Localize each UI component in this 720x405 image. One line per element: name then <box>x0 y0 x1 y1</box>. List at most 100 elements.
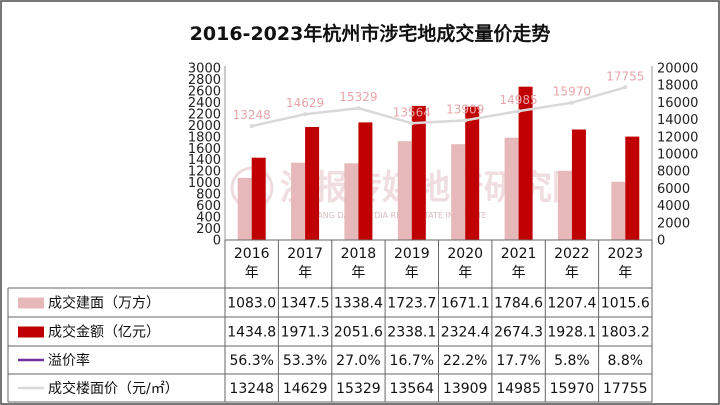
left-tick-15: 3000 <box>188 62 221 77</box>
row-label-3: 成交楼面价（元/㎡） <box>48 380 179 397</box>
table-cell-1-6: 1928.1 <box>547 325 596 341</box>
price-point-4 <box>463 118 468 123</box>
watermark-subtext: ZHEJIANG DAILY MEDIA REAL ESTATE INSTITU… <box>296 211 487 220</box>
left-tick-9: 1800 <box>188 130 221 145</box>
bar-area-7 <box>611 181 626 240</box>
price-point-0 <box>249 124 254 129</box>
category-label-4: 2020 年 <box>447 246 483 281</box>
left-tick-13: 2600 <box>188 84 221 99</box>
table-cell-2-0: 56.3% <box>229 353 273 369</box>
left-tick-6: 1200 <box>188 165 221 180</box>
table-cell-3-5: 14985 <box>496 381 541 397</box>
price-label-1: 14629 <box>286 96 324 110</box>
price-label-5: 14985 <box>500 93 538 107</box>
table-cell-2-7: 8.8% <box>608 353 644 369</box>
table-cell-3-2: 15329 <box>336 381 381 397</box>
price-line <box>251 86 626 128</box>
price-label-6: 15970 <box>553 85 591 99</box>
legend-key-0 <box>18 297 44 309</box>
table-cell-1-3: 2338.1 <box>387 325 436 341</box>
right-tick-9: 18000 <box>657 79 698 94</box>
price-label-2: 15329 <box>339 90 377 104</box>
table-cell-2-2: 27.0% <box>336 353 380 369</box>
bar-amount-5 <box>518 86 533 240</box>
right-tick-3: 6000 <box>657 182 690 197</box>
right-tick-0: 0 <box>657 234 665 249</box>
price-point-1 <box>303 112 308 117</box>
price-point-3 <box>409 121 414 126</box>
category-label-0: 2016 年 <box>234 246 270 281</box>
category-label-1: 2017 年 <box>287 246 323 281</box>
table-cell-1-0: 1434.8 <box>227 325 276 341</box>
right-tick-6: 12000 <box>657 130 698 145</box>
left-tick-1: 200 <box>196 222 221 237</box>
table-cell-0-0: 1083.0 <box>227 296 276 312</box>
right-tick-10: 20000 <box>657 62 698 77</box>
table-cell-3-3: 13564 <box>390 381 435 397</box>
bar-amount-2 <box>358 122 373 240</box>
row-label-0: 成交建面（万方） <box>48 295 160 312</box>
left-tick-5: 1000 <box>188 176 221 191</box>
left-tick-0: 0 <box>213 234 221 249</box>
category-label-3: 2019 年 <box>394 246 430 281</box>
table-cell-1-4: 2324.4 <box>441 325 490 341</box>
table-cell-3-6: 15970 <box>550 381 595 397</box>
bar-amount-3 <box>411 105 426 241</box>
table-cell-0-7: 1015.6 <box>601 296 650 312</box>
bar-area-0 <box>237 177 252 240</box>
table-cell-2-3: 16.7% <box>390 353 434 369</box>
table-cell-3-4: 13909 <box>443 381 488 397</box>
price-label-7: 17755 <box>606 69 644 83</box>
price-label-0: 13248 <box>233 108 271 122</box>
price-point-7 <box>623 85 628 90</box>
table-cell-1-1: 1971.3 <box>281 325 330 341</box>
category-label-5: 2021 年 <box>501 246 537 281</box>
left-tick-7: 1400 <box>188 153 221 168</box>
left-tick-4: 800 <box>196 188 221 203</box>
row-label-2: 溢价率 <box>48 352 90 369</box>
bar-amount-6 <box>571 129 586 240</box>
left-tick-3: 600 <box>196 199 221 214</box>
bar-area-5 <box>504 137 519 240</box>
price-point-6 <box>569 100 574 105</box>
chart-title: 2016-2023年杭州市涉宅地成交量价走势 <box>190 22 551 45</box>
table-cell-1-2: 2051.6 <box>334 325 383 341</box>
table-cell-0-3: 1723.7 <box>387 296 436 312</box>
bar-area-3 <box>397 141 412 240</box>
price-point-2 <box>356 106 361 111</box>
bar-amount-4 <box>465 106 480 240</box>
bar-area-6 <box>557 170 572 240</box>
right-tick-5: 10000 <box>657 148 698 163</box>
table-cell-3-7: 17755 <box>603 381 648 397</box>
legend-key-1 <box>18 326 44 338</box>
table-cell-0-2: 1338.4 <box>334 296 383 312</box>
bar-area-1 <box>291 162 306 240</box>
watermark-text: 浙报传媒地产研究院 <box>280 168 586 208</box>
table-cell-2-1: 53.3% <box>283 353 327 369</box>
category-label-6: 2022 年 <box>554 246 590 281</box>
right-tick-2: 4000 <box>657 199 690 214</box>
bar-amount-0 <box>251 157 266 240</box>
table-cell-3-0: 13248 <box>229 381 274 397</box>
left-tick-2: 400 <box>196 211 221 226</box>
left-tick-12: 2400 <box>188 96 221 111</box>
left-tick-8: 1600 <box>188 142 221 157</box>
table-cell-1-7: 1803.2 <box>601 325 650 341</box>
table-cell-3-1: 14629 <box>283 381 328 397</box>
bar-area-4 <box>451 144 466 240</box>
right-tick-1: 2000 <box>657 216 690 231</box>
table-cell-0-1: 1347.5 <box>281 296 330 312</box>
bar-amount-1 <box>305 127 320 240</box>
price-point-5 <box>516 109 521 114</box>
table-cell-0-6: 1207.4 <box>547 296 596 312</box>
left-tick-11: 2200 <box>188 107 221 122</box>
table-cell-2-5: 17.7% <box>496 353 540 369</box>
right-tick-4: 8000 <box>657 165 690 180</box>
price-label-3: 13564 <box>393 105 431 119</box>
row-label-1: 成交金额（亿元） <box>48 324 160 341</box>
table-cell-2-6: 5.8% <box>554 353 590 369</box>
price-label-4: 13909 <box>446 102 484 116</box>
